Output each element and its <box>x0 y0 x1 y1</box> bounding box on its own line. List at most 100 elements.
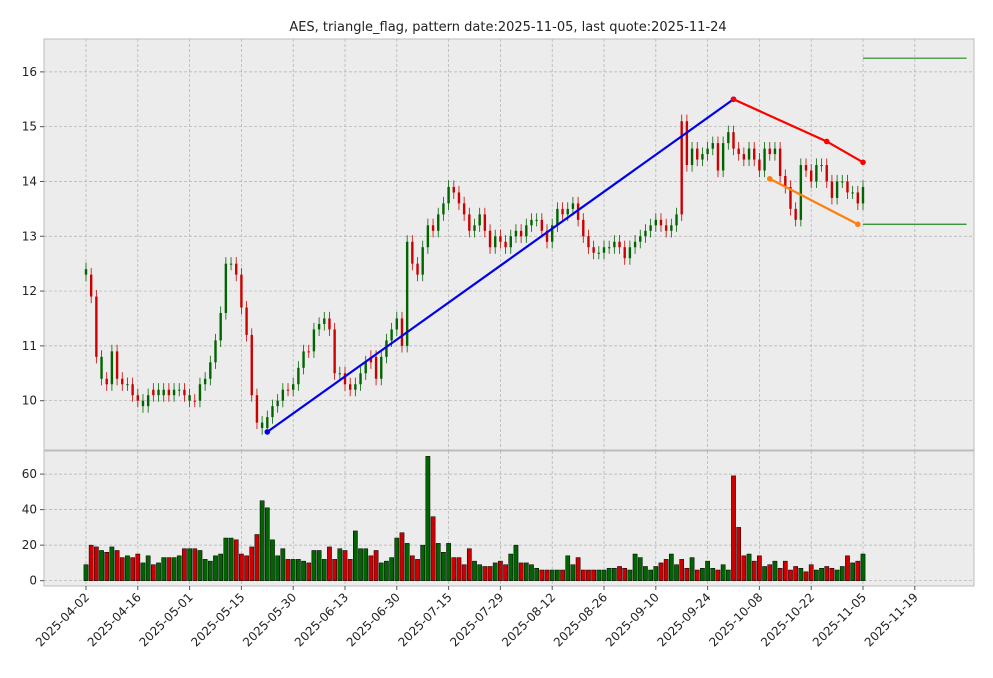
volume-bar <box>176 555 182 581</box>
chart-title: AES, triangle_flag, pattern date:2025-11… <box>289 20 726 35</box>
candle-body <box>468 214 471 231</box>
volume-bar <box>404 543 410 581</box>
candle-body <box>312 329 316 352</box>
volume-bar <box>803 571 809 581</box>
candle-body <box>504 241 507 248</box>
volume-bar <box>736 527 742 581</box>
candle-body <box>711 143 714 149</box>
candle-body <box>483 214 487 231</box>
candle-body <box>354 384 357 390</box>
x-tick-label: 2025-11-05 <box>810 590 869 649</box>
volume-bar <box>627 569 633 581</box>
volume-tick-label: 0 <box>29 574 37 588</box>
volume-bar <box>409 555 415 581</box>
candle-body <box>716 143 720 171</box>
candle-body <box>576 203 580 220</box>
volume-bar <box>731 475 736 581</box>
volume-bar <box>83 564 89 581</box>
volume-bar <box>321 559 327 581</box>
candle-body <box>706 148 709 155</box>
volume-panel: 0 20 40 60 <box>22 450 975 588</box>
volume-bar <box>399 532 405 581</box>
candle-body <box>395 318 398 330</box>
candle-body <box>799 165 803 220</box>
candle-body <box>815 165 818 182</box>
x-tick-label: 2025-05-30 <box>240 590 299 649</box>
x-tick-label: 2025-06-13 <box>292 590 351 649</box>
volume-bar <box>746 553 752 581</box>
candle-body <box>846 181 849 193</box>
resistance-point <box>860 159 866 166</box>
volume-bar <box>296 559 301 581</box>
volume-bar <box>275 555 281 581</box>
volume-bar <box>772 560 778 581</box>
volume-bar <box>580 569 586 581</box>
candle-body <box>214 340 217 363</box>
volume-bar <box>539 569 545 581</box>
volume-bar <box>555 569 560 581</box>
volume-bar <box>586 569 591 581</box>
candle-body <box>431 225 435 231</box>
candle-body <box>794 208 797 220</box>
volume-bar <box>368 555 374 581</box>
candle-body <box>753 148 756 160</box>
candle-body <box>281 389 285 401</box>
candle-body <box>141 400 145 407</box>
volume-bar <box>435 543 441 581</box>
candle-body <box>784 176 787 187</box>
volume-bar <box>353 530 358 581</box>
x-tick-label: 2025-10-08 <box>706 590 765 649</box>
candle-body <box>162 389 165 396</box>
volume-bar <box>643 566 648 581</box>
candle-body <box>623 247 626 259</box>
candle-body <box>146 395 150 407</box>
candle-body <box>385 340 388 357</box>
volume-bar <box>378 562 384 581</box>
volume-bar <box>694 569 700 581</box>
volume-bar <box>777 567 783 581</box>
candle-body <box>152 389 155 396</box>
candle-body <box>110 351 114 385</box>
candle-body <box>250 334 253 396</box>
candle-body <box>364 362 367 374</box>
candle-body <box>338 373 342 375</box>
volume-bar <box>254 534 260 581</box>
volume-bar <box>648 569 653 581</box>
volume-bar <box>549 569 555 581</box>
volume-bars <box>83 456 866 581</box>
volume-bar <box>451 557 457 581</box>
volume-bar <box>684 567 690 581</box>
volume-bar <box>109 546 115 581</box>
candle-body <box>525 225 528 237</box>
candle-body <box>292 384 295 390</box>
candle-body <box>701 154 704 160</box>
candle-body <box>100 356 103 379</box>
candle-body <box>830 181 834 198</box>
candle-body <box>219 313 222 341</box>
x-tick-label: 2025-05-15 <box>188 590 247 649</box>
candle-body <box>618 241 621 248</box>
candle-body <box>607 247 611 249</box>
volume-bar <box>207 560 213 581</box>
volume-bar <box>715 569 721 581</box>
candle-body <box>499 236 502 242</box>
volume-bar <box>166 557 172 581</box>
volume-bar <box>239 553 244 581</box>
volume-bar <box>845 555 850 581</box>
candle-body <box>369 356 373 363</box>
candle-body <box>260 422 264 429</box>
volume-bar <box>192 548 198 581</box>
candle-body <box>664 225 668 231</box>
candle-body <box>670 225 673 231</box>
volume-bar <box>601 569 607 581</box>
price-tick-label: 14 <box>22 174 37 188</box>
x-axis: 2025-04-022025-04-162025-05-012025-05-15… <box>33 586 921 649</box>
candle-body <box>457 192 461 204</box>
candle-body <box>763 148 766 171</box>
candle-body <box>639 236 642 242</box>
candle-body <box>545 230 549 242</box>
volume-bar <box>342 550 348 581</box>
candle-body <box>380 356 383 379</box>
candle-body <box>773 148 777 155</box>
